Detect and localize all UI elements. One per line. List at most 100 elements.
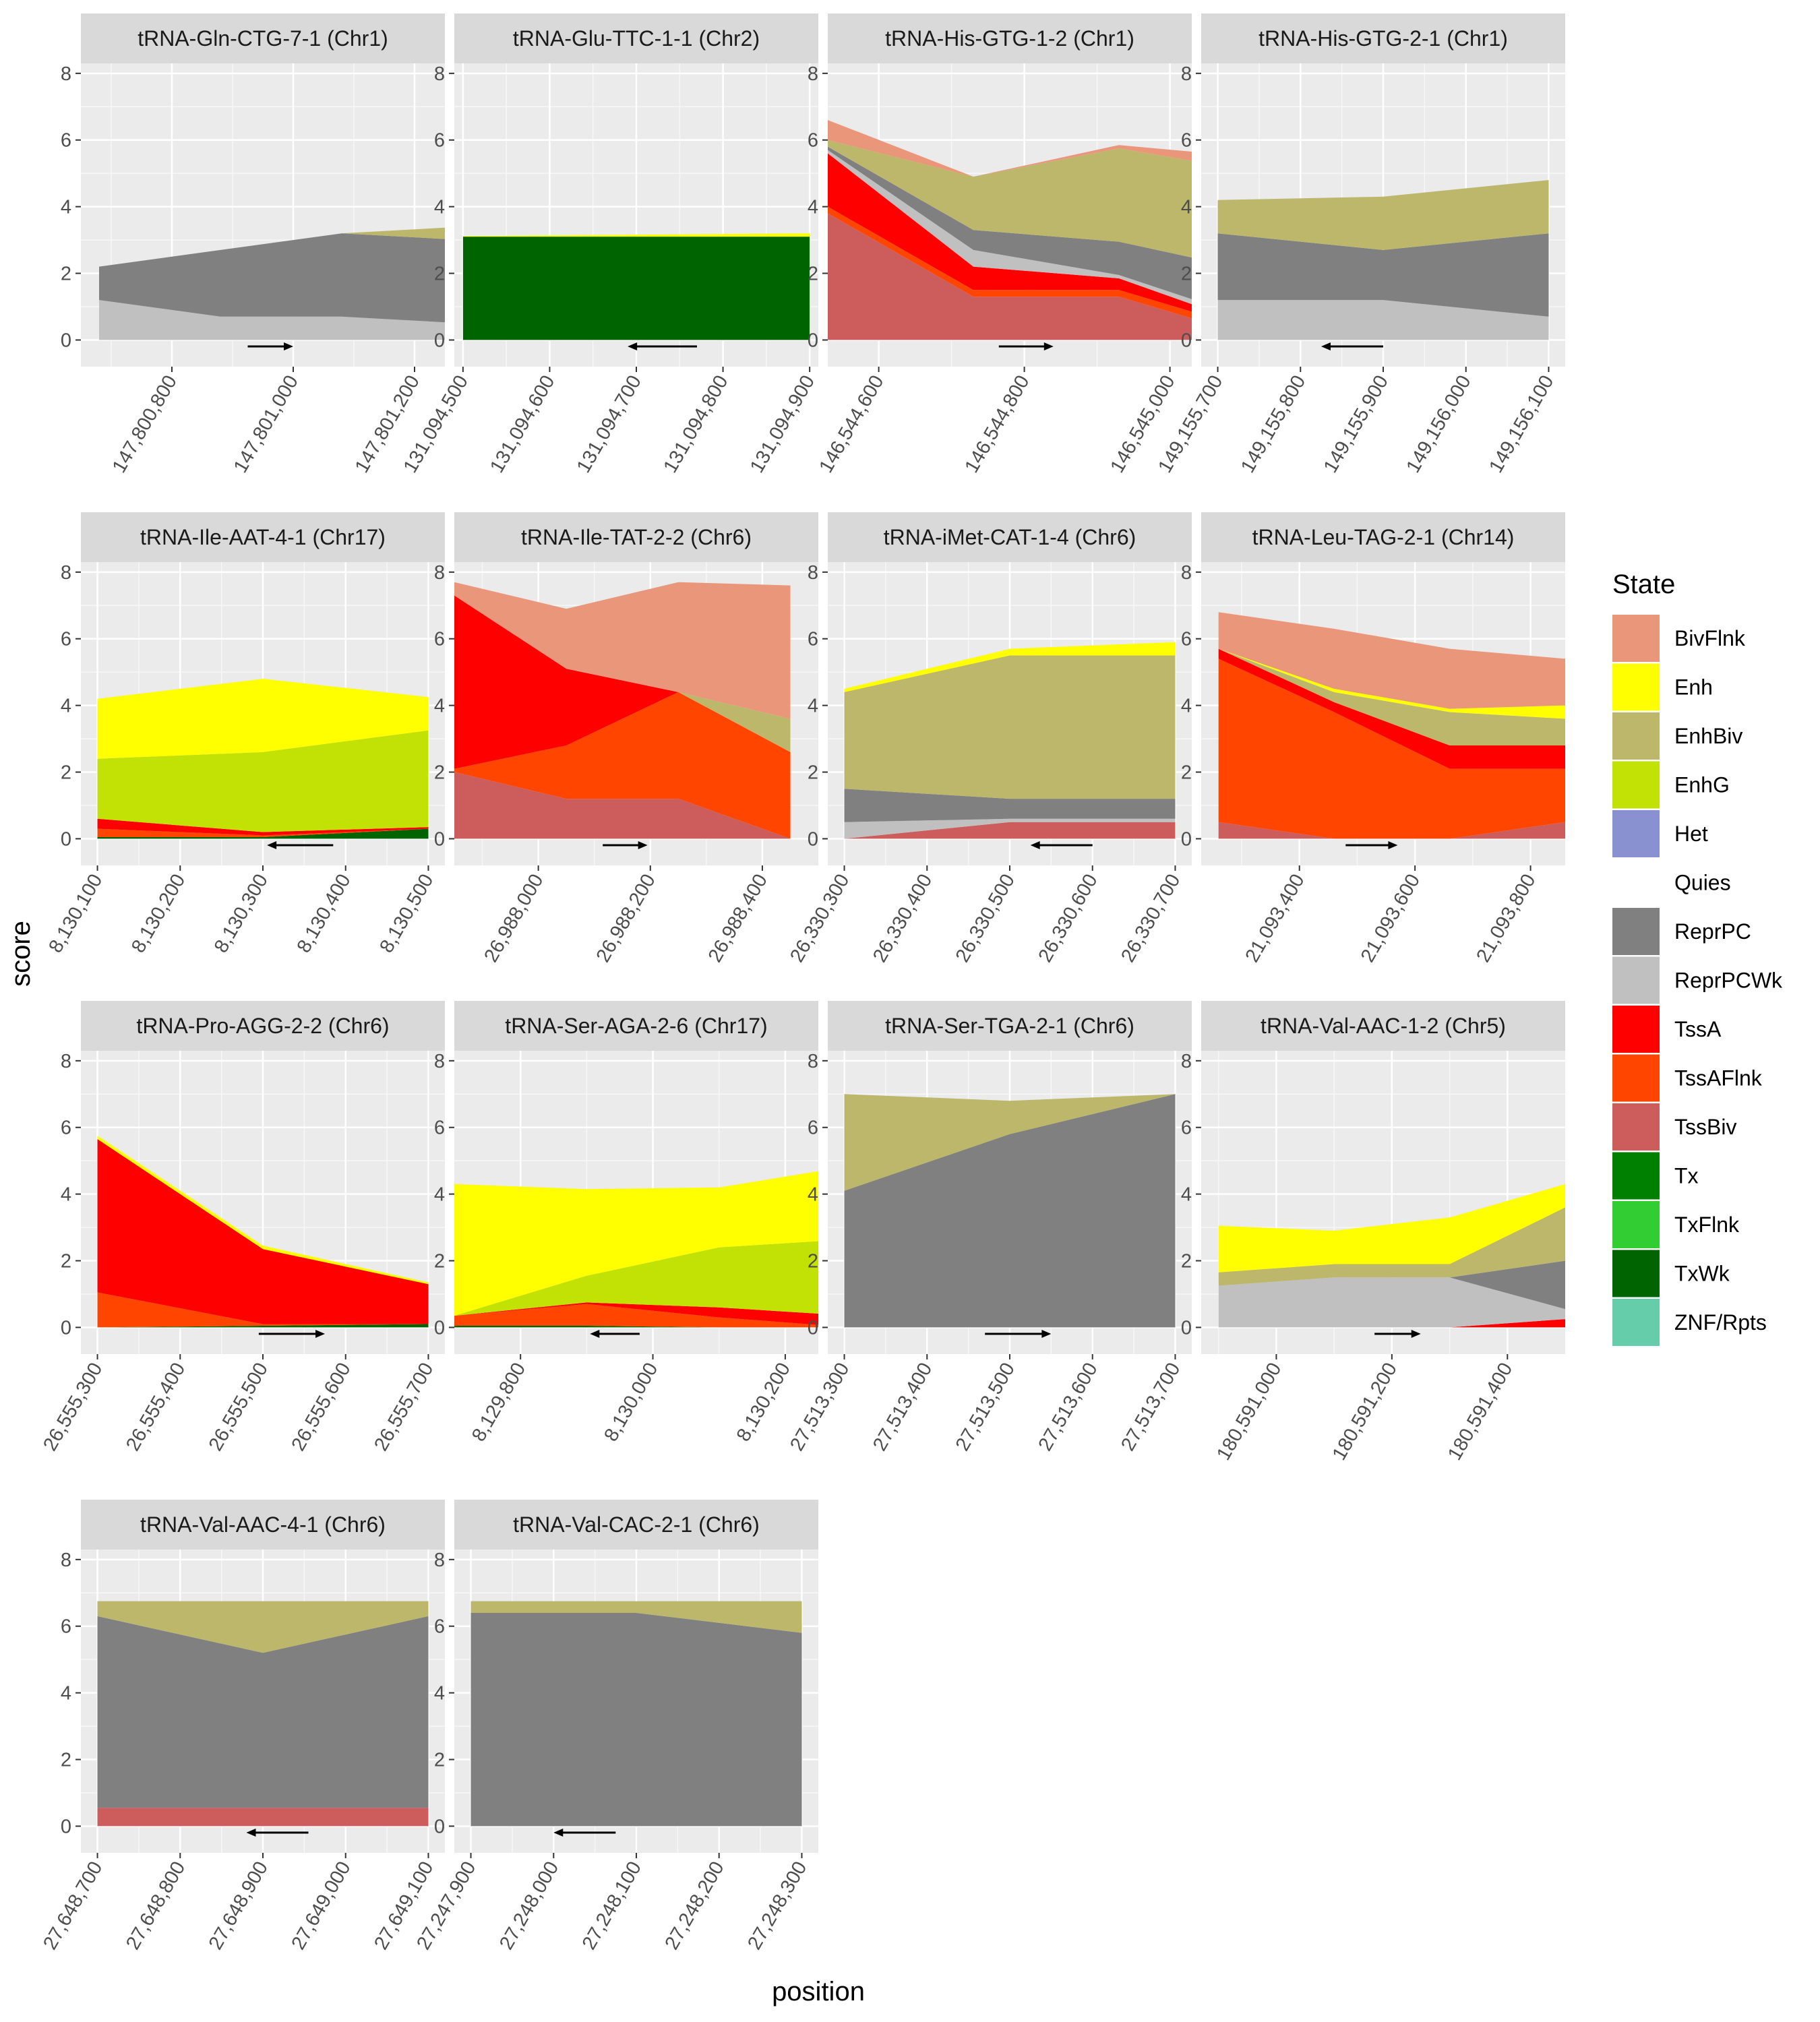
panel-title: tRNA-Leu-TAG-2-1 (Chr14) [1252, 525, 1515, 549]
legend-label: TssA [1674, 1017, 1722, 1041]
y-tick-label: 0 [434, 828, 445, 850]
y-tick-label: 8 [1181, 562, 1192, 584]
area-series-reprpc [828, 146, 1192, 299]
area-series-tssbiv [97, 1808, 429, 1827]
area-series-enh [1218, 1184, 1565, 1273]
area-series-tssa [1218, 648, 1565, 769]
area-series-group [1218, 612, 1565, 839]
area-series-group [1217, 180, 1549, 340]
y-tick-label: 8 [1181, 1051, 1192, 1072]
area-series-tssaflnk [454, 692, 791, 839]
y-tick-label: 2 [808, 264, 818, 285]
y-tick-label: 6 [808, 629, 818, 650]
y-tick-label: 0 [61, 330, 71, 351]
area-series-reprpcwk [1217, 300, 1549, 340]
area-series-enhbiv [1217, 180, 1549, 250]
panel-strip [828, 1001, 1192, 1051]
area-series-group [844, 1094, 1176, 1328]
y-axis: 0 2 4 6 8 [1181, 1051, 1201, 1339]
y-tick-label: 2 [434, 1251, 445, 1273]
legend-label: EnhBiv [1674, 724, 1742, 748]
area-series-reprpcwk [828, 150, 1192, 305]
y-tick-label: 2 [61, 1750, 71, 1771]
y-tick-label: 6 [61, 130, 71, 152]
panel-title: tRNA-iMet-CAT-1-4 (Chr6) [884, 525, 1136, 549]
y-tick-label: 4 [1181, 197, 1192, 218]
legend-swatch [1612, 663, 1660, 711]
panel-title: tRNA-Val-AAC-4-1 (Chr6) [140, 1512, 386, 1537]
y-axis: 0 2 4 6 8 [1181, 63, 1201, 351]
legend-swatch [1612, 1006, 1660, 1053]
area-series-tssaflnk [828, 206, 1192, 319]
legend-swatch [1612, 1103, 1660, 1151]
y-tick-label: 2 [434, 264, 445, 285]
y-tick-label: 8 [808, 562, 818, 584]
panel-strip [454, 1500, 818, 1550]
y-tick-label: 4 [1181, 1184, 1192, 1206]
y-tick-label: 4 [808, 696, 818, 717]
area-series-enhbiv [844, 1094, 1176, 1191]
y-axis: 0 2 4 6 8 [434, 562, 454, 850]
panel-title: tRNA-Val-AAC-1-2 (Chr5) [1261, 1014, 1506, 1038]
y-tick-label: 2 [434, 762, 445, 784]
y-tick-label: 6 [434, 1616, 445, 1638]
y-axis: 0 2 4 6 8 [434, 63, 454, 351]
legend-swatch [1612, 859, 1660, 907]
area-series-tssa [454, 595, 791, 769]
area-series-enhg [454, 1241, 818, 1316]
y-tick-label: 2 [1181, 762, 1192, 784]
y-tick-label: 2 [1181, 264, 1192, 285]
legend-swatch [1612, 1299, 1660, 1346]
legend-item: ReprPCWk [1612, 956, 1783, 1004]
legend-item: Quies [1612, 859, 1731, 907]
panel-title: tRNA-Gln-CTG-7-1 (Chr1) [138, 26, 388, 51]
area-series-group [99, 227, 445, 340]
area-series-enhbiv [97, 1601, 429, 1653]
panel-strip [454, 1001, 818, 1051]
panel-strip [454, 13, 818, 63]
y-tick-label: 4 [434, 197, 445, 218]
area-series-tssaflnk [97, 828, 429, 837]
area-series-group [1218, 1184, 1565, 1328]
y-tick-label: 8 [61, 1051, 71, 1072]
area-series-reprpcwk [844, 818, 1176, 839]
y-tick-label: 8 [808, 1051, 818, 1072]
y-tick-label: 0 [434, 1816, 445, 1837]
legend-item: EnhG [1612, 761, 1730, 809]
y-tick-label: 2 [61, 264, 71, 285]
y-tick-label: 8 [434, 562, 445, 584]
area-series-bivflnk [1218, 612, 1565, 709]
area-series-enhbiv [1218, 648, 1565, 745]
y-tick-label: 8 [434, 63, 445, 85]
panel-strip [1201, 13, 1565, 63]
y-tick-label: 4 [808, 197, 818, 218]
y-tick-label: 2 [808, 1251, 818, 1273]
panel-title: tRNA-Glu-TTC-1-1 (Chr2) [513, 26, 760, 51]
legend-item: Het [1612, 810, 1708, 857]
y-tick-label: 8 [61, 63, 71, 85]
y-tick-label: 4 [1181, 696, 1192, 717]
gene-direction-arrow [590, 1330, 640, 1338]
area-series-reprpc [97, 1616, 429, 1808]
panel-title: tRNA-Ser-AGA-2-6 (Chr17) [505, 1014, 767, 1038]
y-axis: 0 2 4 6 8 [434, 1550, 454, 1837]
y-tick-label: 0 [61, 828, 71, 850]
legend-label: ReprPC [1674, 919, 1751, 944]
area-series-tssaflnk [97, 1292, 429, 1328]
area-series-tssaflnk [1218, 658, 1565, 839]
area-series-group [462, 233, 810, 340]
x-axis-title: position [772, 1977, 865, 2006]
area-series-txwk [454, 1326, 818, 1328]
area-series-reprpc [844, 1094, 1176, 1328]
legend-title: State [1612, 570, 1675, 599]
legend-item: ReprPC [1612, 908, 1751, 955]
y-tick-label: 0 [808, 828, 818, 850]
panel-strip [454, 512, 818, 562]
y-tick-label: 4 [61, 197, 71, 218]
legend-swatch [1612, 1250, 1660, 1297]
